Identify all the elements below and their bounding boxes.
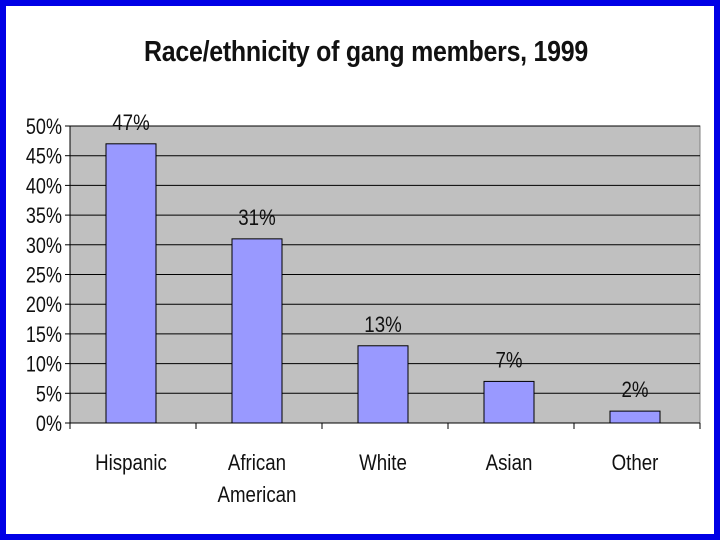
- data-label: 7%: [495, 349, 522, 373]
- bar-0: [105, 143, 157, 424]
- data-label: 13%: [364, 313, 401, 337]
- data-label: 31%: [238, 207, 275, 231]
- y-tick-label: 5%: [36, 383, 62, 407]
- y-tick-label: 0%: [36, 412, 62, 436]
- y-tick-label: 10%: [26, 353, 62, 377]
- category-label: African: [228, 452, 286, 476]
- bar-1: [231, 238, 283, 424]
- y-tick-label: 50%: [26, 115, 62, 139]
- category-label: White: [359, 452, 407, 476]
- category-label: Asian: [486, 452, 533, 476]
- y-tick-label: 40%: [26, 175, 62, 199]
- bar-3: [483, 380, 535, 424]
- data-label: 2%: [621, 379, 648, 403]
- y-tick-label: 45%: [26, 145, 62, 169]
- category-label: Other: [612, 452, 659, 476]
- data-label: 47%: [112, 112, 149, 136]
- y-tick-label: 25%: [26, 264, 62, 288]
- category-label: Hispanic: [95, 452, 167, 476]
- y-tick-label: 30%: [26, 234, 62, 258]
- y-tick-label: 20%: [26, 294, 62, 318]
- bar-2: [357, 345, 409, 424]
- y-tick-label: 15%: [26, 323, 62, 347]
- category-label: American: [218, 484, 297, 508]
- bar-4: [609, 410, 661, 424]
- chart-title: Race/ethnicity of gang members, 1999: [144, 36, 588, 68]
- y-tick-label: 35%: [26, 205, 62, 229]
